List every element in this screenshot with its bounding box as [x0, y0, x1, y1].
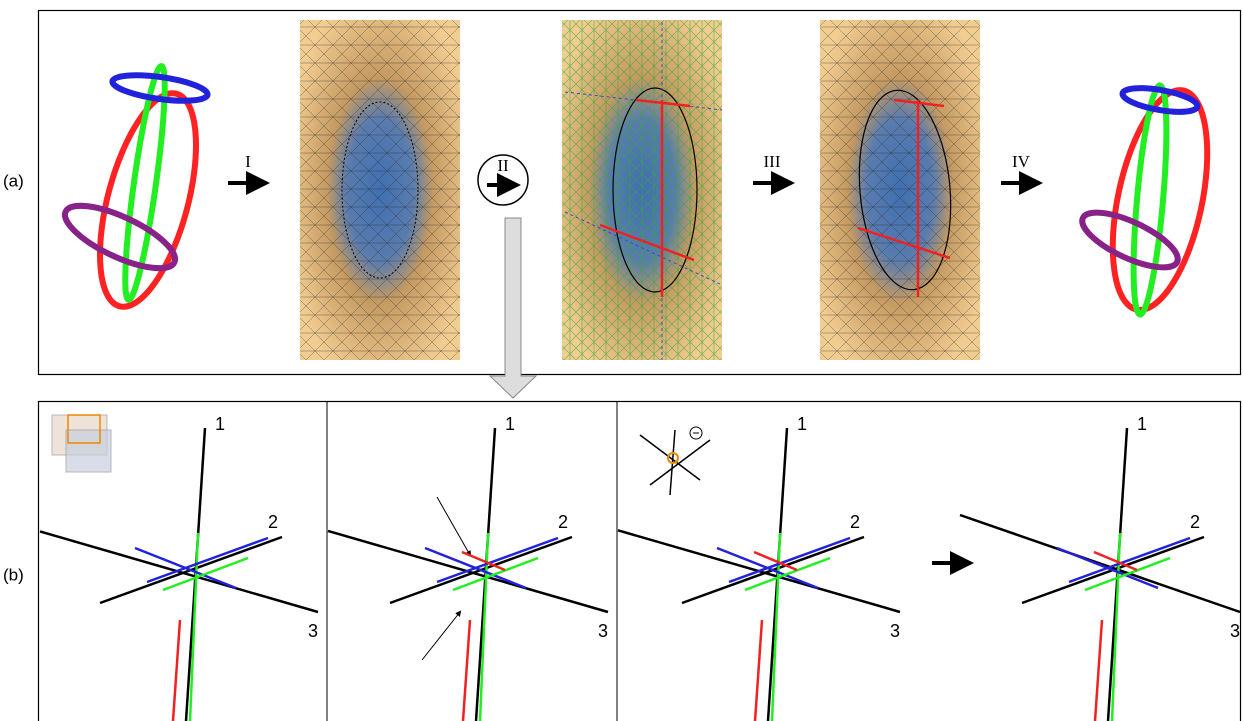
inset: [52, 415, 710, 495]
step-label: III: [764, 152, 781, 171]
panel-label: (a): [3, 171, 24, 190]
zoom-arrow: [490, 218, 536, 398]
axis-label: 1: [505, 414, 515, 434]
segment: [754, 552, 797, 570]
segment: [1095, 620, 1102, 721]
panel-b-frame: [39, 402, 1241, 721]
axis-label: 3: [1230, 621, 1240, 641]
axis-line: [40, 531, 318, 612]
axis-label: 1: [1137, 414, 1147, 434]
curves-input: [57, 65, 215, 317]
mesh-panels: [300, 20, 980, 360]
axis-label: 2: [1190, 512, 1200, 532]
axis-label: 3: [890, 621, 900, 641]
segment: [755, 620, 762, 721]
segment: [462, 552, 505, 570]
axis-label: 2: [268, 512, 278, 532]
segment: [1094, 552, 1137, 570]
axis-label: 2: [850, 512, 860, 532]
segment: [463, 620, 470, 721]
axis-label: 1: [797, 414, 807, 434]
panel-label: (b): [3, 565, 24, 584]
axis-label: 1: [215, 414, 225, 434]
figure: (a) I II III: [0, 0, 1243, 721]
step-label: I: [245, 152, 251, 171]
step-label: IV: [1012, 152, 1031, 171]
axis-label: 3: [598, 621, 608, 641]
axis-label: 2: [558, 512, 568, 532]
curves-output: [1075, 82, 1224, 319]
axis-label: 3: [308, 621, 318, 641]
segment: [173, 620, 180, 721]
step-label: II: [497, 156, 509, 175]
